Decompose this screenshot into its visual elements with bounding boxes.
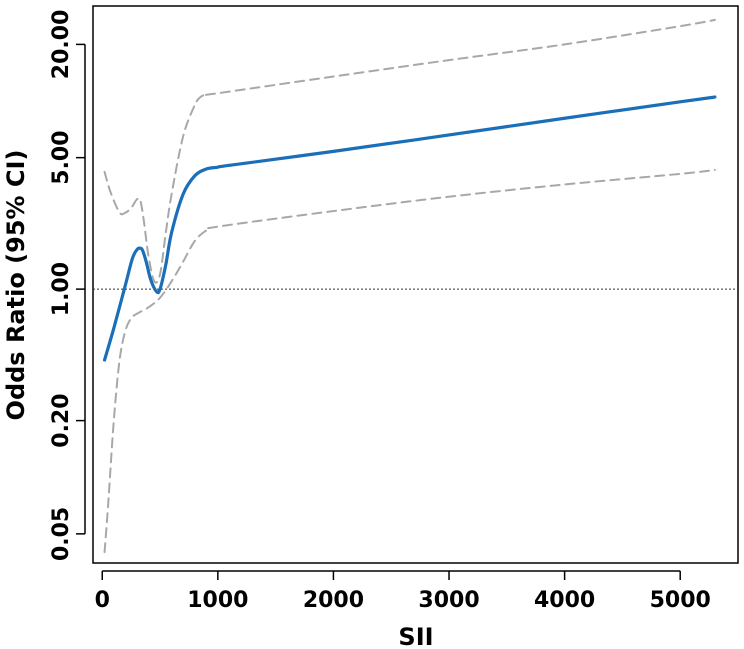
x-tick-label: 5000 — [650, 588, 711, 613]
y-tick-label: 1.00 — [49, 262, 74, 316]
ci-lower-line — [103, 168, 716, 554]
x-tick-label: 2000 — [303, 588, 364, 613]
odds-ratio-line — [102, 95, 717, 362]
y-tick-label: 5.00 — [49, 130, 74, 184]
y-tick-label: 0.20 — [49, 393, 74, 447]
y-axis-title: Odds Ratio (95% CI) — [2, 150, 30, 421]
x-tick-label: 3000 — [418, 588, 479, 613]
x-tick-label: 0 — [95, 588, 110, 613]
y-tick-label: 20.00 — [49, 10, 74, 80]
x-tick-label: 1000 — [187, 588, 248, 613]
x-tick-label: 4000 — [534, 588, 595, 613]
plot-frame — [92, 5, 739, 564]
y-tick-label: 0.05 — [49, 507, 74, 561]
ci-upper-line — [103, 18, 716, 284]
x-axis-title: SII — [398, 623, 433, 649]
